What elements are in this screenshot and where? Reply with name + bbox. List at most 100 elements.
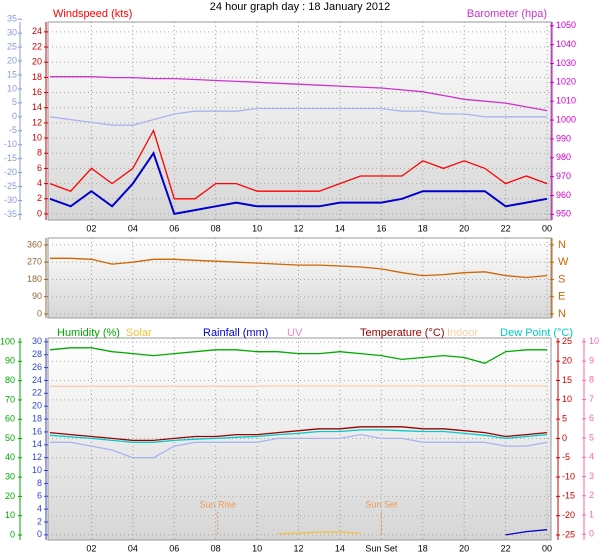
y-tick-label: 10 bbox=[589, 336, 599, 346]
y-tick-label: -20 bbox=[562, 510, 575, 520]
y-tick-label: 100 bbox=[0, 336, 15, 346]
y-tick-label: 30 bbox=[5, 471, 15, 481]
y-tick-label: 0 bbox=[37, 308, 42, 318]
x-tick-label: 14 bbox=[335, 223, 345, 233]
x-tick-label: 18 bbox=[418, 223, 428, 233]
y-tick-label: 0 bbox=[12, 111, 17, 121]
y-tick-label: 24 bbox=[32, 375, 42, 385]
y-tick-label: 10 bbox=[5, 510, 15, 520]
y-tick-label: 14 bbox=[32, 102, 42, 112]
y-tick-label: 0 bbox=[10, 529, 15, 539]
series-line bbox=[49, 150, 548, 216]
y-tick-label: 9 bbox=[589, 355, 594, 365]
y-tick-label: 60 bbox=[5, 414, 15, 424]
legend-entry: Dew Point (°C) bbox=[500, 327, 573, 339]
y-tick-label: 270 bbox=[27, 257, 42, 267]
x-tick-label: 10 bbox=[252, 223, 262, 233]
x-tick-label: 18 bbox=[418, 543, 428, 553]
y-tick-label: 950 bbox=[556, 209, 571, 219]
y-tick-label: 10 bbox=[32, 465, 42, 475]
y-tick-label: 20 bbox=[32, 57, 42, 67]
y-tick-label: 0 bbox=[589, 529, 594, 539]
y-tick-label: E bbox=[558, 291, 565, 303]
x-tick-label: 20 bbox=[459, 223, 469, 233]
y-tick-label: 15 bbox=[562, 375, 572, 385]
y-tick-label: 3 bbox=[589, 471, 594, 481]
series-line bbox=[49, 429, 548, 443]
y-tick-label: 90 bbox=[32, 291, 42, 301]
y-tick-label: 26 bbox=[32, 362, 42, 372]
x-tick-label: 08 bbox=[211, 543, 221, 553]
plot-area bbox=[47, 237, 552, 319]
x-tick-label: Sun Set bbox=[365, 543, 398, 553]
x-tick-label: 00 bbox=[542, 223, 552, 233]
y-tick-label: 35 bbox=[7, 14, 17, 24]
plot-area bbox=[47, 21, 552, 221]
annotation: Sun Set bbox=[365, 499, 398, 509]
y-tick-label: 2 bbox=[37, 516, 42, 526]
series-line bbox=[49, 107, 547, 126]
y-tick-label: 2 bbox=[37, 193, 42, 203]
y-tick-label: 25 bbox=[7, 41, 17, 51]
series-line bbox=[49, 128, 548, 200]
y-tick-label: -10 bbox=[4, 139, 17, 149]
x-tick-label: 00 bbox=[542, 543, 552, 553]
y-tick-label: 1050 bbox=[556, 20, 576, 30]
y-tick-label: 970 bbox=[556, 171, 571, 181]
legend-entry: Rainfall (mm) bbox=[203, 327, 268, 339]
y-tick-label: -5 bbox=[9, 125, 17, 135]
series-line bbox=[50, 76, 548, 112]
legend-entry: Humidity (%) bbox=[57, 327, 120, 339]
x-tick-label: 02 bbox=[86, 223, 96, 233]
series-line bbox=[277, 531, 361, 535]
y-tick-label: 22 bbox=[32, 388, 42, 398]
x-tick-label: 06 bbox=[169, 543, 179, 553]
y-tick-label: 10 bbox=[32, 132, 42, 142]
y-tick-label: 12 bbox=[32, 452, 42, 462]
legend-entry: Solar bbox=[126, 327, 152, 339]
y-tick-label: 90 bbox=[5, 356, 15, 366]
y-tick-label: N bbox=[558, 239, 566, 251]
y-tick-label: 50 bbox=[5, 433, 15, 443]
x-tick-label: 04 bbox=[128, 223, 138, 233]
y-tick-label: 12 bbox=[32, 117, 42, 127]
y-tick-label: 990 bbox=[556, 133, 571, 143]
x-tick-label: 10 bbox=[252, 543, 262, 553]
y-tick-label: 28 bbox=[32, 349, 42, 359]
y-tick-label: 5 bbox=[562, 413, 567, 423]
y-tick-label: 1030 bbox=[556, 58, 576, 68]
y-tick-label: 40 bbox=[5, 452, 15, 462]
y-tick-label: -20 bbox=[4, 167, 17, 177]
y-tick-label: 6 bbox=[37, 491, 42, 501]
legend-entry: Barometer (hpa) bbox=[467, 8, 547, 20]
y-tick-label: 8 bbox=[37, 478, 42, 488]
y-tick-label: 5 bbox=[12, 97, 17, 107]
y-tick-label: 20 bbox=[5, 491, 15, 501]
x-tick-label: 20 bbox=[459, 543, 469, 553]
series-line bbox=[49, 347, 547, 364]
y-tick-label: -30 bbox=[4, 195, 17, 205]
y-tick-label: 4 bbox=[37, 503, 42, 513]
y-tick-label: 6 bbox=[589, 413, 594, 423]
y-tick-label: 1020 bbox=[556, 77, 576, 87]
series-line bbox=[50, 433, 548, 459]
x-tick-label: 16 bbox=[376, 223, 386, 233]
x-tick-label: 14 bbox=[335, 543, 345, 553]
y-tick-label: 14 bbox=[32, 439, 42, 449]
y-tick-label: 16 bbox=[32, 426, 42, 436]
y-tick-label: 4 bbox=[589, 452, 594, 462]
series-line bbox=[49, 426, 548, 442]
y-tick-label: -25 bbox=[4, 181, 17, 191]
x-tick-label: 22 bbox=[501, 223, 511, 233]
y-tick-label: 8 bbox=[589, 375, 594, 385]
y-tick-label: 1040 bbox=[556, 39, 576, 49]
y-tick-label: 30 bbox=[32, 336, 42, 346]
y-tick-label: -15 bbox=[562, 491, 575, 501]
y-tick-label: 180 bbox=[27, 274, 42, 284]
y-tick-label: 20 bbox=[562, 356, 572, 366]
y-tick-label: -15 bbox=[4, 153, 17, 163]
page-title: 24 hour graph day : 18 January 2012 bbox=[210, 1, 390, 13]
y-tick-label: 30 bbox=[7, 28, 17, 38]
x-tick-label: 22 bbox=[501, 543, 511, 553]
